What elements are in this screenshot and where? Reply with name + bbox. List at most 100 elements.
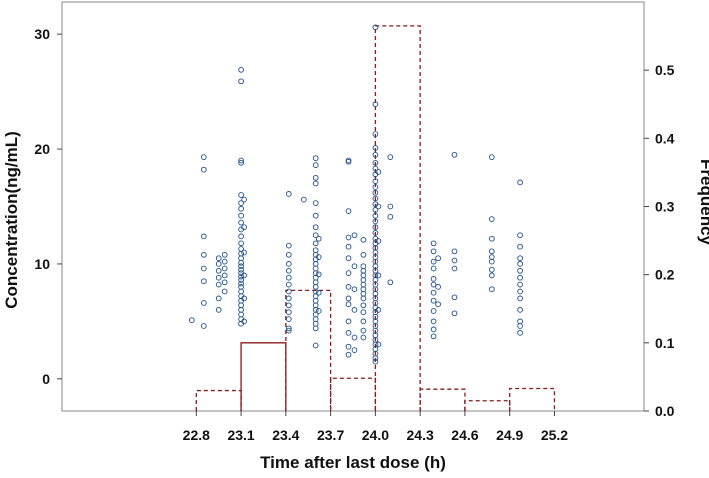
data-point-8-7 xyxy=(312,232,319,239)
data-point-6-1 xyxy=(285,242,292,249)
histogram-bar-5 xyxy=(419,388,466,411)
data-point-20-10 xyxy=(517,307,523,313)
data-point-4-26 xyxy=(238,302,244,309)
data-point-20-5 xyxy=(517,267,523,274)
data-point-10-6 xyxy=(345,270,352,276)
data-point-11-5 xyxy=(351,347,358,353)
data-point-10-2 xyxy=(345,208,352,214)
data-point-20-8 xyxy=(517,288,523,295)
data-point-8-1 xyxy=(312,162,319,168)
data-point-9-0 xyxy=(315,235,322,242)
x-tick-label-0: 22.8 xyxy=(183,427,210,443)
data-point-1-7 xyxy=(200,323,207,329)
data-point-4-15 xyxy=(238,259,244,266)
data-point-3-3 xyxy=(221,272,228,279)
data-point-8-22 xyxy=(312,307,319,313)
data-point-4-16 xyxy=(238,263,244,270)
data-point-6-9 xyxy=(285,302,292,309)
data-point-20-13 xyxy=(517,330,523,336)
data-point-16-11 xyxy=(430,333,437,340)
data-point-4-2 xyxy=(238,157,244,164)
data-point-16-8 xyxy=(430,308,437,314)
data-point-1-5 xyxy=(200,278,207,285)
x-tick-label-1: 23.1 xyxy=(227,427,254,443)
histogram-bar-0 xyxy=(195,389,242,411)
data-point-9-2 xyxy=(315,271,322,278)
data-point-8-5 xyxy=(312,212,319,219)
data-point-8-0 xyxy=(312,155,319,162)
data-point-14-4 xyxy=(375,307,382,313)
data-point-8-9 xyxy=(312,247,319,254)
data-point-4-21 xyxy=(238,280,244,287)
data-point-4-3 xyxy=(238,159,244,166)
data-point-13-44 xyxy=(372,355,379,362)
x-axis-title: Time after last dose (h) xyxy=(260,453,446,472)
data-point-20-7 xyxy=(517,281,523,288)
data-point-19-5 xyxy=(488,258,495,265)
data-point-8-21 xyxy=(312,302,319,309)
data-point-1-3 xyxy=(200,251,207,258)
y2-axis-title: Frequency xyxy=(697,159,709,246)
data-point-1-4 xyxy=(200,265,207,272)
scatter-points-layer xyxy=(188,24,523,365)
data-point-6-11 xyxy=(285,316,292,322)
x-tick-label-3: 23.7 xyxy=(317,427,344,443)
data-point-14-3 xyxy=(375,272,382,279)
data-point-4-6 xyxy=(238,205,244,212)
data-point-8-25 xyxy=(312,320,319,327)
data-point-15-3 xyxy=(387,279,394,286)
data-point-20-4 xyxy=(517,261,523,267)
axes-layer: 22.8 23.1 23.4 23.7 24.0 24.3 24.6 24.9 25.2 0 10 2… xyxy=(34,26,674,443)
data-point-13-15 xyxy=(372,218,379,225)
data-point-19-8 xyxy=(488,286,495,293)
data-point-13-14 xyxy=(372,212,379,219)
data-point-10-4 xyxy=(345,243,352,250)
data-point-5-1 xyxy=(241,224,247,231)
plot-frame xyxy=(61,1,645,412)
data-point-13-9 xyxy=(372,184,379,190)
data-point-6-2 xyxy=(285,251,292,258)
data-point-19-3 xyxy=(488,248,495,255)
data-point-12-4 xyxy=(360,272,367,279)
data-point-5-0 xyxy=(241,196,247,203)
y-tick-label-0: 0 xyxy=(42,371,50,387)
data-point-2-5 xyxy=(215,295,222,302)
x-tick-label-5: 24.3 xyxy=(407,427,434,443)
data-point-1-6 xyxy=(200,300,207,306)
data-point-3-2 xyxy=(221,265,228,272)
histogram-bar-4 xyxy=(374,25,421,411)
data-point-10-13 xyxy=(345,351,352,358)
data-point-4-22 xyxy=(238,284,244,290)
data-point-4-0 xyxy=(238,66,244,73)
data-point-12-3 xyxy=(360,267,367,274)
y-tick-label-3: 30 xyxy=(34,26,50,42)
data-point-5-3 xyxy=(241,272,247,279)
data-point-14-1 xyxy=(375,203,382,210)
data-point-4-17 xyxy=(238,266,244,273)
data-point-8-4 xyxy=(312,200,319,206)
data-point-13-45 xyxy=(372,358,379,365)
y2-tick-label-4: 0.4 xyxy=(655,130,675,146)
data-point-17-2 xyxy=(435,301,441,308)
data-point-8-20 xyxy=(312,297,319,304)
data-point-13-3 xyxy=(372,145,379,151)
data-point-16-1 xyxy=(430,248,437,255)
data-point-6-10 xyxy=(285,309,292,316)
data-point-16-4 xyxy=(430,276,437,282)
data-point-5-4 xyxy=(241,295,247,302)
data-point-8-24 xyxy=(312,316,319,322)
data-point-11-2 xyxy=(351,286,358,293)
data-point-1-1 xyxy=(200,166,207,173)
data-point-2-6 xyxy=(215,307,222,313)
data-point-4-7 xyxy=(238,212,244,219)
data-point-8-16 xyxy=(312,279,319,286)
data-point-4-23 xyxy=(238,288,244,295)
data-point-4-8 xyxy=(238,219,244,226)
data-point-10-9 xyxy=(345,301,352,308)
data-point-16-3 xyxy=(430,265,437,272)
data-point-12-6 xyxy=(360,281,367,288)
data-point-14-2 xyxy=(375,238,382,244)
data-point-11-3 xyxy=(351,307,358,313)
